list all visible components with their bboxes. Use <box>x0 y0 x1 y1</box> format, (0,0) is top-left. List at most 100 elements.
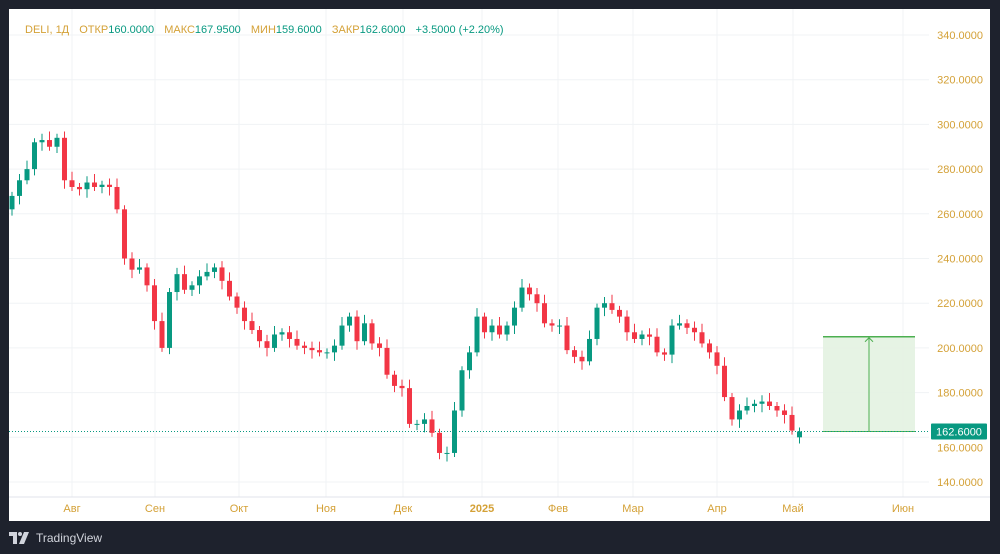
candle <box>324 348 330 359</box>
candle-body <box>707 343 712 353</box>
candle-body <box>572 350 577 357</box>
candle <box>504 321 510 341</box>
low-value: 159.6000 <box>275 24 322 36</box>
candle-body <box>482 316 487 333</box>
candle-body <box>249 321 255 331</box>
candle <box>294 330 300 350</box>
candle <box>414 419 420 431</box>
candle-body <box>144 267 150 286</box>
candle <box>459 366 465 417</box>
candle <box>189 281 195 297</box>
candle <box>564 317 570 355</box>
candle <box>497 317 502 339</box>
candle-body <box>294 338 300 346</box>
y-tick-label: 160.0000 <box>937 442 983 454</box>
candle <box>212 263 217 279</box>
candle-body <box>617 309 622 317</box>
candle <box>84 176 90 198</box>
candle <box>39 133 45 151</box>
x-tick-label: Апр <box>707 503 726 515</box>
candle-body <box>759 401 765 404</box>
x-tick-label: Май <box>782 503 804 515</box>
candle-body <box>399 385 405 389</box>
candle <box>279 328 285 341</box>
candle-body <box>534 294 540 304</box>
candle-body <box>722 365 727 398</box>
candle <box>572 346 577 364</box>
candle <box>174 267 180 301</box>
last-price-badge <box>931 423 987 440</box>
candle <box>474 308 480 357</box>
x-tick-label: Окт <box>230 503 249 515</box>
candle-body <box>564 325 570 351</box>
candle <box>242 301 247 330</box>
candle-body <box>767 401 772 407</box>
candle <box>17 174 22 205</box>
candle-body <box>332 345 337 353</box>
candle <box>684 319 690 335</box>
candle-body <box>647 334 652 337</box>
candle-body <box>459 370 465 411</box>
candle <box>677 314 682 330</box>
candle-body <box>737 410 742 420</box>
candle <box>99 180 105 194</box>
candle-body <box>369 323 375 344</box>
candle-body <box>384 347 390 375</box>
candle <box>594 303 600 346</box>
candle-body <box>699 332 705 344</box>
candle <box>557 319 562 335</box>
candle-body <box>309 347 315 351</box>
candle-body <box>174 274 180 293</box>
candle <box>602 296 607 317</box>
y-tick-label: 300.0000 <box>937 119 983 131</box>
x-tick-label: Июн <box>892 503 914 515</box>
candle-body <box>624 316 630 333</box>
candle <box>737 404 742 428</box>
candle-body <box>62 137 67 181</box>
candle-body <box>257 330 262 342</box>
candle <box>347 312 352 332</box>
candle-body <box>317 350 322 353</box>
candle <box>317 341 322 357</box>
candle <box>354 310 360 350</box>
candle <box>362 314 367 346</box>
candle-body <box>197 276 202 286</box>
candle <box>107 178 112 196</box>
candle <box>234 292 240 314</box>
candle-body <box>744 406 750 411</box>
chart-panel[interactable]: 140.0000 160.0000 180.0000 200.0000 220.0000… <box>9 9 990 521</box>
symbol-label[interactable]: DELI, 1Д <box>25 24 70 36</box>
candle <box>272 325 277 352</box>
candle-body <box>729 397 735 420</box>
candle-body <box>152 285 157 322</box>
candle-body <box>519 287 525 308</box>
candlestick-chart[interactable]: 140.0000 160.0000 180.0000 200.0000 220.0000… <box>9 9 990 521</box>
candle <box>699 323 705 348</box>
candle <box>122 205 127 265</box>
candle-body <box>684 323 690 328</box>
candle-body <box>189 285 195 290</box>
y-tick-label: 200.0000 <box>937 343 983 355</box>
candle-body <box>414 423 420 425</box>
candle-body <box>227 280 232 297</box>
candle <box>167 288 172 355</box>
candle <box>647 328 652 346</box>
candle <box>422 413 427 433</box>
candle-body <box>122 209 127 259</box>
candle-body <box>714 352 720 366</box>
candle-body <box>69 180 75 187</box>
candle <box>54 133 60 154</box>
candle <box>669 319 675 364</box>
candle <box>377 337 382 357</box>
candle <box>782 404 787 424</box>
candle <box>227 272 232 301</box>
x-tick-label: Авг <box>63 503 80 515</box>
y-tick-label: 140.0000 <box>937 477 983 489</box>
candle-body <box>587 338 592 362</box>
candle <box>617 305 622 323</box>
candle <box>152 279 157 330</box>
candle-body <box>212 267 217 272</box>
brand-footer[interactable]: TradingView <box>9 531 102 545</box>
candle <box>62 131 67 189</box>
candle-body <box>654 336 660 353</box>
